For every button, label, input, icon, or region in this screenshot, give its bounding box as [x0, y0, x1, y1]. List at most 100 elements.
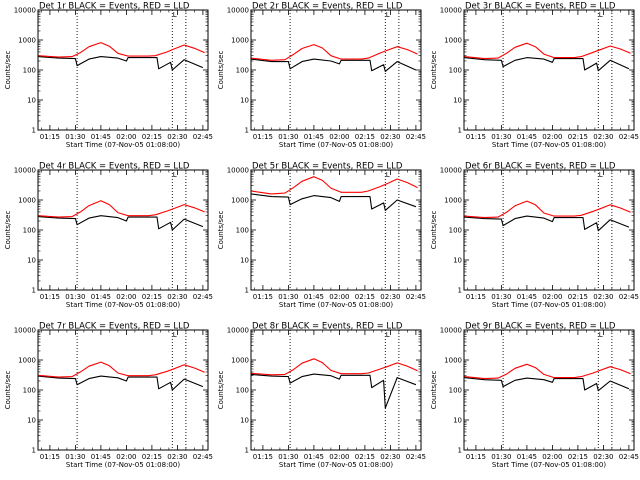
y-tick-label: 100 — [236, 227, 249, 235]
detector-panel: Det 1r BLACK = Events, RED = LLD 1 10 100 10… — [4, 2, 213, 150]
x-tick-label: 02:15 — [568, 133, 588, 141]
x-tick-label: 01:45 — [91, 453, 111, 461]
plot-annotation-label: L — [386, 331, 390, 339]
x-tick-label: 02:45 — [406, 293, 426, 301]
x-tick-label: 01:45 — [517, 453, 537, 461]
x-tick-label: 01:30 — [491, 293, 511, 301]
y-axis-label: Counts/sec — [217, 51, 225, 90]
y-tick-label: 10000 — [14, 167, 36, 175]
x-tick-label: 02:00 — [329, 133, 349, 141]
y-tick-label: 1000 — [444, 357, 462, 365]
y-tick-label: 100 — [23, 67, 36, 75]
y-tick-label: 1000 — [18, 37, 36, 45]
x-tick-label: 02:15 — [355, 133, 375, 141]
plot-frame — [250, 9, 422, 131]
lld-series-line — [37, 361, 205, 378]
y-tick-label: 10000 — [227, 167, 249, 175]
x-tick-label: 01:15 — [253, 293, 273, 301]
detector-panel: Det 8r BLACK = Events, RED = LLD 1 10 100 10… — [217, 322, 426, 470]
x-tick-label: 01:30 — [65, 453, 85, 461]
y-tick-label: 10 — [27, 417, 36, 425]
chart-title: Det 3r BLACK = Events, RED = LLD — [465, 2, 616, 12]
detector-panel: Det 2r BLACK = Events, RED = LLD 1 10 100 10… — [217, 2, 426, 150]
y-tick-label: 1 — [245, 127, 249, 135]
x-tick-label: 01:45 — [304, 133, 324, 141]
y-tick-label: 10000 — [440, 7, 462, 15]
x-tick-label: 02:45 — [193, 453, 213, 461]
y-axis-label: Counts/sec — [430, 211, 438, 250]
y-tick-label: 10000 — [440, 327, 462, 335]
y-tick-label: 10000 — [227, 7, 249, 15]
x-tick-label: 01:30 — [65, 133, 85, 141]
x-tick-label: 01:45 — [517, 293, 537, 301]
x-axis-label: Start Time (07-Nov-05 01:08:00) — [492, 461, 606, 469]
x-tick-label: 02:15 — [568, 293, 588, 301]
x-tick-label: 02:30 — [593, 453, 613, 461]
chart-title: Det 5r BLACK = Events, RED = LLD — [252, 162, 403, 172]
plot-frame — [250, 169, 422, 291]
y-tick-label: 1 — [245, 287, 249, 295]
y-tick-label: 100 — [449, 227, 462, 235]
y-tick-label: 1000 — [18, 357, 36, 365]
y-tick-label: 1 — [32, 127, 36, 135]
plot-frame — [37, 169, 209, 291]
plot-annotation-label: L — [599, 331, 603, 339]
detector-panel: Det 3r BLACK = Events, RED = LLD 1 10 100 10… — [430, 2, 639, 150]
y-tick-label: 1 — [458, 287, 462, 295]
x-tick-label: 02:00 — [329, 293, 349, 301]
x-tick-label: 02:30 — [380, 293, 400, 301]
x-tick-label: 01:15 — [466, 133, 486, 141]
events-series-line — [250, 193, 417, 211]
y-tick-label: 10000 — [14, 327, 36, 335]
detector-panel: Det 9r BLACK = Events, RED = LLD 1 10 100 10… — [430, 322, 639, 470]
y-tick-label: 10000 — [440, 167, 462, 175]
plot-frame — [250, 329, 422, 451]
y-tick-label: 10 — [240, 257, 249, 265]
y-tick-label: 10 — [453, 417, 462, 425]
x-axis-label: Start Time (07-Nov-05 01:08:00) — [492, 141, 606, 149]
x-tick-label: 02:45 — [193, 133, 213, 141]
x-axis-label: Start Time (07-Nov-05 01:08:00) — [66, 461, 180, 469]
x-tick-label: 02:30 — [593, 293, 613, 301]
x-tick-label: 01:30 — [65, 293, 85, 301]
x-tick-label: 02:45 — [193, 293, 213, 301]
events-series-line — [250, 373, 417, 409]
y-tick-label: 1000 — [231, 37, 249, 45]
x-tick-label: 02:00 — [542, 453, 562, 461]
y-tick-label: 10000 — [14, 7, 36, 15]
y-tick-label: 1 — [458, 447, 462, 455]
x-tick-label: 02:00 — [329, 453, 349, 461]
x-tick-label: 01:15 — [253, 453, 273, 461]
y-tick-label: 10 — [27, 257, 36, 265]
x-tick-label: 01:15 — [40, 133, 60, 141]
y-tick-label: 10000 — [227, 327, 249, 335]
x-tick-label: 02:45 — [619, 293, 639, 301]
x-tick-label: 02:45 — [619, 453, 639, 461]
events-series-line — [463, 215, 630, 232]
plot-frame — [37, 9, 209, 131]
y-tick-label: 10 — [240, 417, 249, 425]
y-tick-label: 100 — [449, 67, 462, 75]
x-tick-label: 01:30 — [278, 293, 298, 301]
y-tick-label: 1 — [245, 447, 249, 455]
x-axis-label: Start Time (07-Nov-05 01:08:00) — [279, 301, 393, 309]
plot-frame — [37, 329, 209, 451]
plot-annotation-label: L — [599, 11, 603, 19]
chart-title: Det 8r BLACK = Events, RED = LLD — [252, 322, 403, 332]
x-axis-label: Start Time (07-Nov-05 01:08:00) — [279, 461, 393, 469]
plot-annotation-label: L — [599, 171, 603, 179]
events-series-line — [37, 215, 204, 231]
x-tick-label: 01:45 — [304, 453, 324, 461]
x-tick-label: 02:15 — [355, 293, 375, 301]
lld-series-line — [463, 200, 631, 219]
y-tick-label: 100 — [449, 387, 462, 395]
lld-series-line — [463, 363, 631, 380]
detector-panel: Det 7r BLACK = Events, RED = LLD 1 10 100 10… — [4, 322, 213, 470]
x-tick-label: 01:45 — [304, 293, 324, 301]
x-axis-label: Start Time (07-Nov-05 01:08:00) — [66, 141, 180, 149]
y-axis-label: Counts/sec — [430, 51, 438, 90]
events-series-line — [463, 57, 630, 72]
x-tick-label: 02:15 — [142, 133, 162, 141]
y-tick-label: 1 — [32, 447, 36, 455]
x-tick-label: 02:30 — [593, 133, 613, 141]
